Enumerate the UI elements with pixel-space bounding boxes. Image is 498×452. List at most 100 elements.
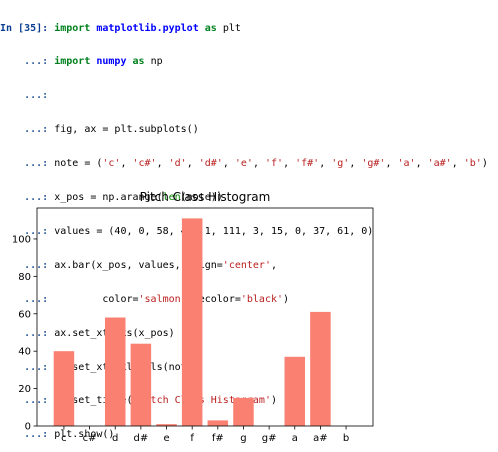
keyword: import: [54, 56, 91, 68]
string-literal: 'b': [463, 158, 482, 170]
x-tick-label: c#: [83, 433, 97, 444]
string-literal: 'g': [331, 158, 350, 170]
bar-chart: Pitch Class Histogram 0 20 40 60 80 100 c c# d d#…: [12, 190, 374, 444]
continuation-prompt: ...:: [24, 293, 49, 305]
code-text: ,: [270, 259, 277, 271]
code-line-5: ...: note = ('c', 'c#', 'd', 'd#', 'e', …: [0, 158, 498, 169]
input-prompt: In [35]:: [0, 22, 49, 34]
continuation-prompt: ...:: [24, 361, 49, 373]
x-tick-label: c: [61, 433, 67, 444]
code-text: note = (: [54, 158, 103, 170]
y-tick-label: 0: [25, 422, 31, 433]
continuation-prompt: ...:: [24, 327, 49, 339]
continuation-prompt: ...:: [24, 124, 49, 136]
string-literal: 'f': [265, 158, 284, 170]
code-text: ,: [186, 158, 199, 170]
string-literal: 'black': [240, 293, 284, 305]
x-tick-label: a: [292, 433, 298, 444]
bar: [207, 420, 229, 426]
bar: [130, 343, 152, 426]
code-text: x_pos = np.arange(: [54, 192, 163, 204]
string-literal: 'f#': [295, 158, 320, 170]
alias: np: [150, 56, 163, 68]
alias: plt: [222, 22, 241, 34]
continuation-prompt: ...:: [24, 192, 49, 204]
code-text: ,: [415, 158, 428, 170]
string-literal: 'e': [234, 158, 253, 170]
y-tick-label: 60: [18, 309, 31, 320]
keyword: as: [132, 56, 145, 68]
code-text: fig, ax = plt.subplots(): [54, 124, 199, 136]
bar: [310, 311, 331, 426]
x-tick-label: g#: [262, 433, 277, 444]
code-line-7: ...: values = (40, 0, 58, 44, 1, 111, 3,…: [0, 226, 498, 237]
axes-frame: [36, 207, 374, 427]
code-line-3: ...:: [0, 90, 498, 101]
y-tick-label: 100: [12, 234, 31, 245]
y-tick-label: 80: [18, 272, 31, 283]
string-literal: 'salmon': [138, 293, 187, 305]
code-line-6: ...: x_pos = np.arange(len(note)): [0, 192, 498, 203]
continuation-prompt: ...:: [24, 90, 49, 102]
string-literal: 'c#': [132, 158, 157, 170]
code-line-11: ...: ax.set_xticklabels(note): [0, 362, 498, 373]
x-tick-label: f: [190, 433, 194, 444]
continuation-prompt: ...:: [24, 395, 49, 407]
module-name: numpy: [96, 56, 127, 68]
bar: [156, 424, 177, 426]
y-tick-label: 20: [18, 384, 31, 395]
code-line-2: ...: import numpy as np: [0, 56, 498, 67]
keyword: as: [204, 22, 217, 34]
chart-title: Pitch Class Histogram: [140, 190, 271, 204]
string-literal: 'a#': [427, 158, 452, 170]
continuation-prompt: ...:: [24, 429, 49, 441]
plot-area: 0 20 40 60 80 100 c c# d d# e f f# g g# a a# b: [12, 207, 374, 444]
string-literal: 'd#': [198, 158, 223, 170]
code-text: ,: [349, 158, 362, 170]
code-text: ,: [120, 158, 133, 170]
code-text: (note)): [180, 192, 223, 204]
code-text: ,: [319, 158, 332, 170]
builtin-function: len: [162, 192, 181, 204]
code-text: values = (40, 0, 58, 44, 1, 111, 3, 15, …: [54, 225, 374, 237]
string-literal: 'c': [102, 158, 121, 170]
bar: [181, 218, 203, 426]
string-literal: 'd': [168, 158, 187, 170]
continuation-prompt: ...:: [24, 158, 49, 170]
code-text: ax.set_xticklabels(note): [54, 361, 199, 373]
module-name: matplotlib.pyplot: [96, 22, 199, 34]
code-text: ,: [252, 158, 265, 170]
string-literal: 'a': [397, 158, 416, 170]
continuation-prompt: ...:: [24, 225, 49, 237]
code-text: ): [283, 293, 290, 305]
code-text: ,: [156, 158, 169, 170]
x-tick-label: f#: [212, 433, 224, 444]
code-text: ): [270, 395, 278, 407]
bar: [104, 317, 126, 426]
code-text: ,: [283, 158, 296, 170]
x-tick-label: b: [343, 433, 349, 444]
code-text: color=: [54, 293, 139, 305]
code-text: ,: [222, 158, 235, 170]
x-tick-label: d#: [134, 433, 149, 444]
string-literal: 'center': [222, 259, 271, 271]
code-text: ,: [451, 158, 464, 170]
bar: [284, 356, 306, 426]
code-text: ax.set_title(: [54, 395, 133, 407]
code-line-13: ...: plt.show(): [0, 429, 498, 440]
x-tick-label: g: [240, 433, 246, 444]
code-line-4: ...: fig, ax = plt.subplots(): [0, 124, 498, 135]
string-literal: 'g#': [361, 158, 386, 170]
y-tick-label: 40: [18, 347, 31, 358]
continuation-prompt: ...:: [24, 259, 49, 271]
keyword: import: [54, 22, 91, 34]
code-text: ): [481, 158, 488, 170]
x-tick-label: a#: [313, 433, 328, 444]
x-tick-label: e: [163, 433, 169, 444]
bar: [53, 351, 75, 426]
code-line-1: In [35]: import matplotlib.pyplot as plt: [0, 23, 498, 34]
notes-tuple: 'c', 'c#', 'd', 'd#', 'e', 'f', 'f#', 'g…: [102, 158, 481, 169]
x-tick-label: d: [112, 433, 118, 444]
code-text: ax.bar(x_pos, values, align=: [54, 259, 223, 271]
bar: [233, 397, 254, 426]
